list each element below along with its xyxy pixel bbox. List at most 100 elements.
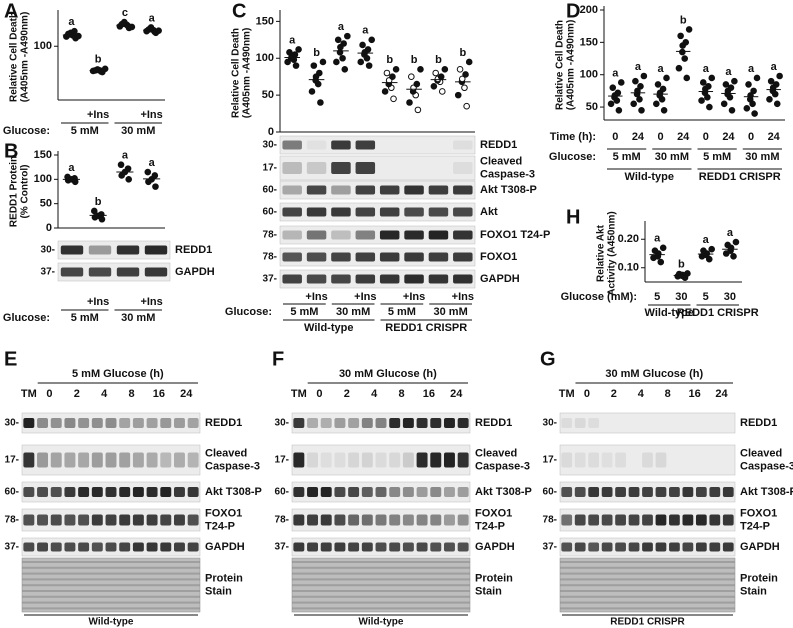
blot-band [615,514,626,526]
blot-band [132,487,144,497]
stain-stripe [292,584,470,587]
blot-band [160,487,172,497]
data-point [286,49,293,56]
blot-strip [279,202,476,222]
data-point [767,77,775,85]
blot-band [334,452,346,468]
blot-band [306,207,327,217]
data-point [334,36,342,44]
blot-band [331,140,351,150]
blot-band [320,514,332,526]
blot-band [443,542,455,552]
blot-band [361,487,373,497]
data-point [705,83,712,90]
lane-label: TM [559,388,575,400]
row-label: Glucose (mM): [561,291,637,303]
blot-band [173,542,185,552]
x-category-label: +Ins [452,291,474,303]
blot-header: 5 mM Glucose (h) [72,368,164,380]
y-tick-label: 0 [46,222,52,234]
stain-stripe [22,572,200,575]
blot-band [105,542,117,552]
blot-band [78,452,90,468]
blot-band [331,252,351,262]
blot-band [50,514,62,526]
x-category-label: 0 [658,131,664,143]
significance-letter: a [658,63,665,75]
stain-stripe [292,607,470,610]
blot-band [682,542,694,552]
lane-label: 16 [423,388,435,400]
blot-band [404,274,424,284]
blot-band [60,245,84,255]
data-point [727,84,735,91]
significance-letter: a [68,16,75,28]
blot-band [574,542,586,552]
data-point [438,88,446,95]
data-point [663,74,670,82]
blot-band [655,514,667,526]
blot-band [402,452,414,468]
blot-band [146,542,158,552]
data-point [730,253,737,260]
y-axis-label: (% Control) [20,165,31,219]
lane-label: TM [21,388,37,400]
data-point [465,58,473,66]
blot-band [453,230,473,240]
blot-band [91,418,103,428]
mw-marker: 17- [543,455,557,466]
blot-band [389,418,401,428]
y-tick-label: 100 [34,173,52,185]
panel-letter: F [272,348,284,370]
blot-band [443,514,455,526]
band-label: Protein [475,572,513,584]
significance-letter: a [338,21,345,33]
data-point [699,79,707,86]
blot-band [282,252,302,262]
blot-band [132,452,144,468]
blot-band [307,542,319,552]
data-point [766,95,773,103]
y-axis-label: (A405nm -A490nm) [566,20,577,111]
panel-letter: E [4,348,17,370]
blot-band [307,487,319,497]
stain-stripe [560,566,735,569]
blot-band [402,418,414,428]
data-point [731,77,738,85]
data-point [776,72,783,80]
data-point [700,247,707,254]
data-point [71,27,78,35]
blot-band [160,514,172,526]
data-point [698,97,705,104]
blot-band [416,452,428,468]
blot-band [348,542,360,552]
blot-band [37,542,49,552]
group-label: 30 mM [745,151,779,163]
data-point [659,85,667,93]
blot-band [105,514,117,526]
blot-band [348,487,360,497]
data-point [319,58,327,66]
blot-band [78,514,90,526]
data-point [71,175,78,182]
blot-band [146,487,158,497]
data-point [682,39,690,46]
data-point [392,66,400,73]
blot-footer: Wild-type [89,617,134,628]
blot-band [334,487,346,497]
stain-stripe [292,601,470,604]
data-point [413,80,421,88]
group-label: 5 mM [290,306,318,318]
blot-band [615,542,626,552]
blot-strip [279,225,476,245]
blot-band [375,418,387,428]
blot-band [173,418,185,428]
panel-letter: C [232,0,246,22]
data-point [124,165,132,172]
blot-band [348,452,360,468]
blot-band [430,514,442,526]
blot-band [348,418,360,428]
blot-band [375,487,387,497]
blot-band [361,514,373,526]
